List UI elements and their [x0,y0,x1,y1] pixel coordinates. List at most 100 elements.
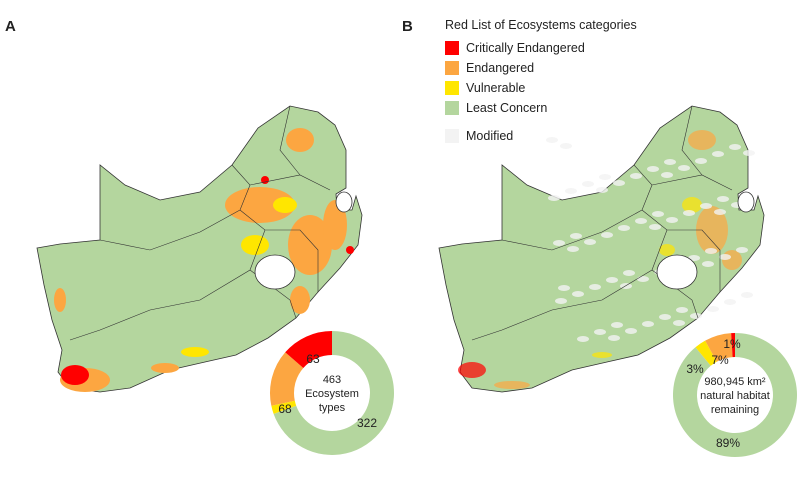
modified-patch [630,173,642,179]
legend-label: Critically Endangered [466,41,585,55]
habitat-patch [290,286,310,314]
donut-slice-endangered [705,333,733,362]
modified-patch [555,298,567,304]
slice-label: 322 [357,416,377,430]
swatch-icon [445,81,459,95]
modified-patch [548,195,560,201]
modified-patch [623,270,635,276]
donut-center-text: remaining [711,404,759,416]
donut-center-text: types [319,402,346,414]
legend-title: Red List of Ecosystems categories [445,18,637,32]
modified-patch [611,322,623,328]
modified-patch [577,336,589,342]
modified-patch [572,291,584,297]
modified-patch [729,144,741,150]
legend: Red List of Ecosystems categories Critic… [445,18,637,146]
modified-patch [613,180,625,186]
legend-label: Least Concern [466,101,548,115]
modified-patch [553,240,565,246]
habitat-patch [458,362,486,378]
legend-item-endangered: Endangered [445,58,637,78]
modified-patch [647,166,659,172]
modified-patch [664,159,676,165]
modified-patch [567,246,579,252]
modified-patch [712,151,724,157]
slice-label: 89% [716,436,740,450]
modified-patch [717,196,729,202]
modified-patch [676,307,688,313]
donut-slice-least-concern [273,331,394,455]
modified-patch [625,328,637,334]
province-borders [471,105,733,341]
slice-label: 7% [711,353,729,367]
map-habitat-remaining [438,105,765,393]
modified-patch [695,158,707,164]
slice-label: 3% [686,362,704,376]
habitat-patch [682,197,702,213]
modified-patch [741,292,753,298]
habitat-patch [54,288,66,312]
legend-label: Vulnerable [466,81,526,95]
lesotho [656,254,698,290]
modified-patch [635,218,647,224]
legend-item-modified: Modified [445,126,637,146]
donut-chart: 322106863463Ecosystemtypes [270,331,394,455]
slice-label: 1% [723,337,741,351]
slice-label: 63 [306,352,320,366]
habitat-patch [346,246,354,254]
modified-patch [743,150,755,156]
modified-patch [589,284,601,290]
modified-patch [565,188,577,194]
donut-slice-critically-endangered [285,331,332,369]
modified-patch [690,313,702,319]
modified-patch [618,225,630,231]
modified-patch [661,172,673,178]
habitat-patch [323,200,347,250]
donut-center-text: 980,945 km² [704,376,765,388]
modified-patch [673,320,685,326]
south-africa-land [438,105,765,393]
habitat-patch [151,363,179,373]
habitat-patch [286,128,314,152]
habitat-patch [688,130,716,150]
habitat-patch [273,197,297,213]
donut-center-text: Ecosystem [305,388,359,400]
donut-slice-critically-endangered [731,333,735,358]
modified-patch [570,233,582,239]
modified-patch [649,224,661,230]
modified-patch [584,239,596,245]
modified-patch [594,329,606,335]
swatch-icon [445,101,459,115]
donut-slice-endangered [270,352,304,406]
modified-patch [707,306,719,312]
habitat-patch [261,176,269,184]
habitat-patch [61,365,89,385]
legend-item-vulnerable: Vulnerable [445,78,637,98]
habitat-patch [592,352,612,358]
modified-patch [582,181,594,187]
donut-center-text: 463 [323,374,341,386]
modified-patch [601,232,613,238]
province-borders [69,105,331,341]
modified-patch [724,299,736,305]
modified-patch [678,165,690,171]
modified-patch [659,314,671,320]
eswatini [737,191,755,213]
legend-item-least-concern: Least Concern [445,98,637,118]
modified-patch [606,277,618,283]
habitat-patch [659,244,675,256]
donut-slice-vulnerable [271,400,297,414]
modified-patch [666,217,678,223]
eswatini [335,191,353,213]
modified-patch [637,276,649,282]
legend-label: Endangered [466,61,535,75]
legend-item-critically-endangered: Critically Endangered [445,38,637,58]
modified-patch [652,211,664,217]
panel-label-b: B [402,18,413,35]
modified-patch [736,247,748,253]
modified-patch [546,137,558,143]
donut-center-text: natural habitat [700,390,770,402]
habitat-patch [181,347,209,357]
modified-patch [702,261,714,267]
